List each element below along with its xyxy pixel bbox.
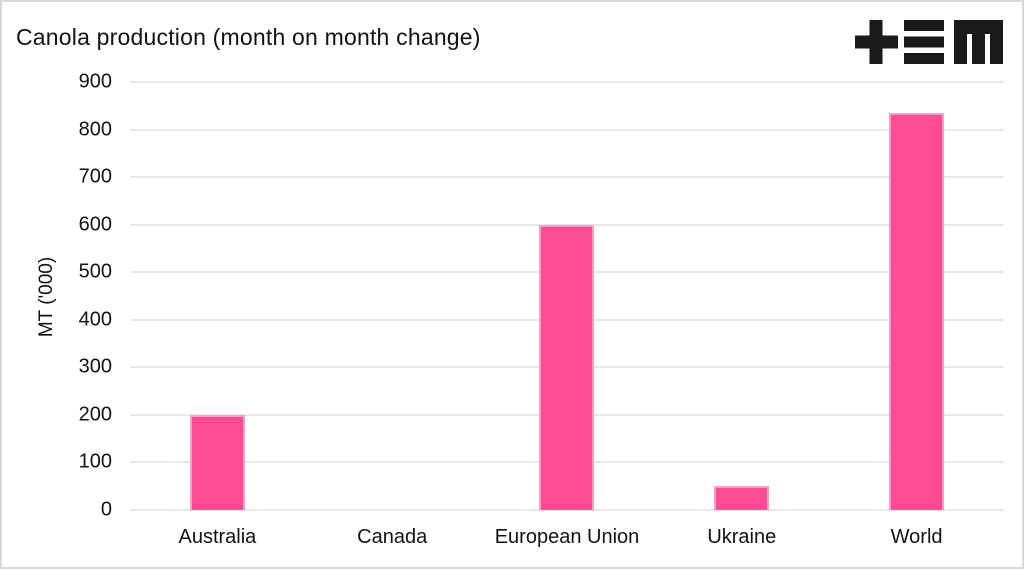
x-tick-label-world: World — [890, 526, 943, 548]
y-tick-label-500: 500 — [78, 260, 112, 283]
bar-world — [889, 112, 945, 510]
x-tick-labels: Australia Canada European Union Ukraine Worl… — [130, 526, 1004, 549]
bar-european-union — [539, 224, 595, 510]
y-tick-label-800: 800 — [78, 118, 112, 141]
plot-area: 0 100 200 300 400 500 600 700 800 900 — [79, 71, 1004, 521]
bar-slot-world — [829, 82, 1004, 510]
gridline-900 — [130, 81, 1004, 83]
gridline-0 — [130, 509, 1004, 511]
logo-m-shape — [954, 20, 1003, 64]
y-tick-label-400: 400 — [78, 308, 112, 331]
logo-bar-bottom — [904, 53, 944, 64]
chart-title: Canola production (month on month change… — [16, 24, 481, 50]
bar-australia — [189, 414, 245, 510]
x-tick-label-canada: Canada — [357, 526, 428, 548]
y-tick-label-100: 100 — [78, 450, 112, 473]
logo-bar-top — [904, 20, 944, 31]
y-tick-label-600: 600 — [78, 213, 112, 236]
bars-container — [130, 82, 1004, 510]
y-axis-label: MT ('000) — [36, 256, 57, 338]
bar-slot-australia — [130, 82, 305, 510]
x-tick-label-australia: Australia — [178, 526, 257, 548]
logo-plus-horizontal — [855, 35, 898, 49]
y-tick-label-700: 700 — [78, 165, 112, 188]
gridline-800 — [130, 128, 1004, 131]
y-tick-label-300: 300 — [78, 355, 112, 378]
x-tick-label-ukraine: Ukraine — [707, 526, 777, 548]
logo-bar-middle — [904, 36, 944, 48]
bar-slot-european-union — [480, 82, 655, 510]
bar-slot-canada — [305, 82, 480, 510]
y-tick-label-200: 200 — [78, 403, 112, 426]
bar-ukraine — [714, 486, 770, 510]
bar-slot-ukraine — [654, 82, 829, 510]
gridline-700 — [130, 176, 1004, 179]
x-tick-label-european-union: European Union — [494, 526, 640, 548]
tem-logo-icon — [855, 20, 1003, 64]
y-tick-label-900: 900 — [78, 70, 112, 93]
y-tick-label-0: 0 — [100, 498, 112, 521]
